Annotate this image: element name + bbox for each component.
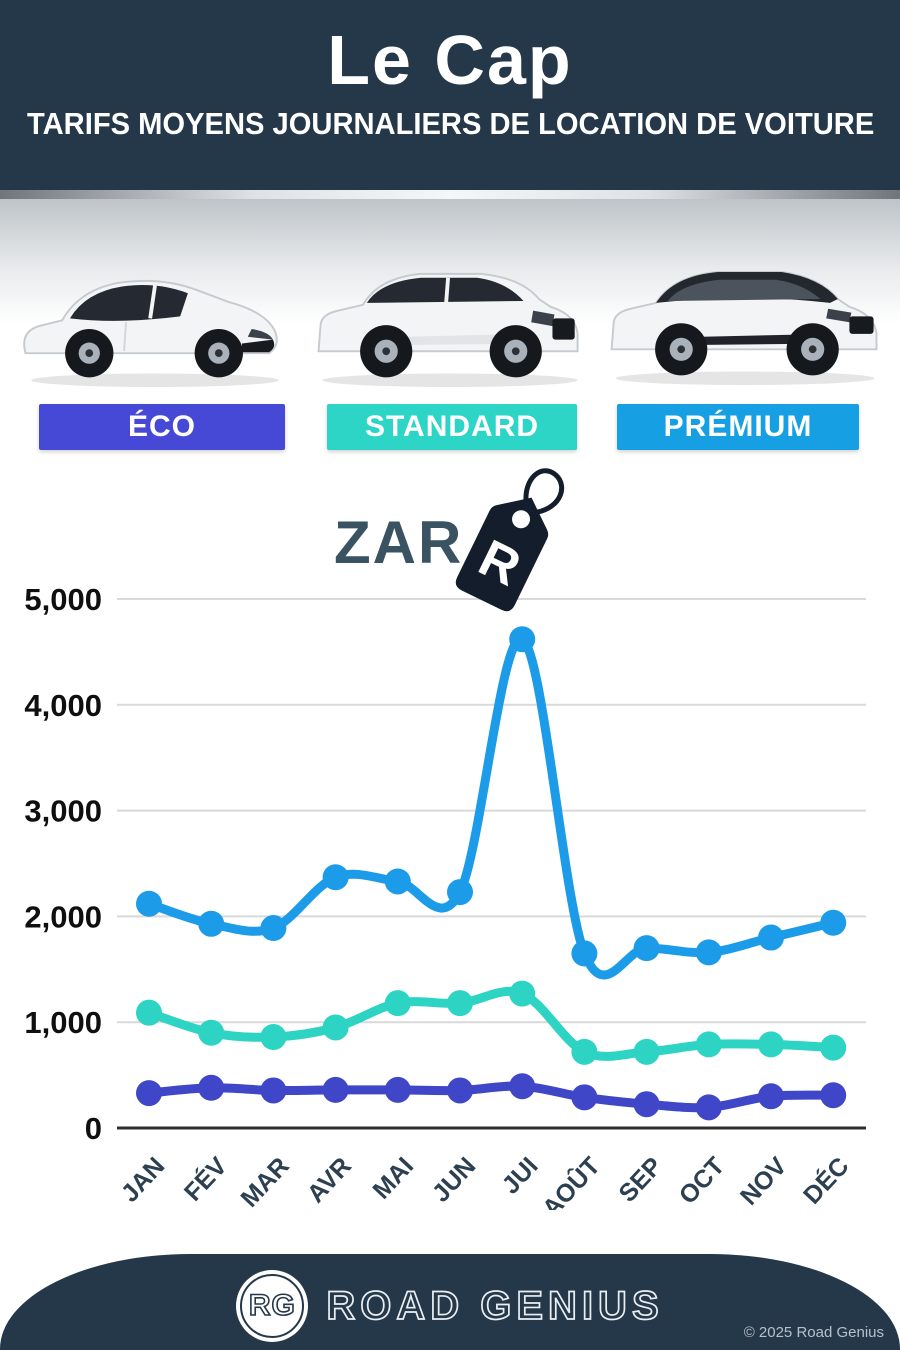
data-point (633, 935, 660, 962)
y-tick-label: 1,000 (24, 1005, 102, 1040)
data-point (571, 1038, 598, 1065)
series-line-prémium (144, 634, 838, 980)
x-tick-label: DÉC (797, 1151, 854, 1209)
data-point (633, 1038, 660, 1065)
data-point (695, 939, 722, 966)
x-tick-label: AVR (302, 1152, 357, 1208)
data-point (509, 1073, 536, 1100)
data-point (820, 909, 847, 936)
data-point (509, 980, 536, 1007)
category-labels-row: ÉCO STANDARD PRÉMIUM (0, 404, 900, 450)
suv-car-icon (317, 272, 579, 387)
data-point (198, 1074, 225, 1101)
data-point (322, 1014, 349, 1041)
x-tick-label: JUN (427, 1152, 482, 1208)
luxury-suv-car-icon (610, 271, 878, 386)
car-images-row (0, 232, 900, 400)
x-tick-label: OCT (674, 1152, 730, 1210)
data-point (260, 1024, 287, 1051)
x-tick-label: JUI (497, 1152, 544, 1200)
x-tick-label: FÉV (178, 1151, 233, 1207)
data-point (136, 1080, 162, 1107)
x-tick-label: NOV (735, 1152, 793, 1210)
x-tick-label: JAN (116, 1152, 171, 1208)
metal-divider (0, 190, 900, 199)
brand-name: ROAD GENIUS (326, 1283, 664, 1329)
page-subtitle: TARIFS MOYENS JOURNALIERS DE LOCATION DE… (27, 106, 875, 141)
data-point (136, 890, 162, 917)
data-point (509, 626, 536, 653)
category-label-standard: STANDARD (327, 404, 577, 450)
y-tick-label: 3,000 (24, 794, 102, 829)
y-tick-label: 0 (85, 1111, 102, 1146)
series-line-éco (144, 1081, 838, 1113)
data-point (447, 990, 473, 1017)
series-line-standard (144, 986, 838, 1061)
data-point (384, 990, 411, 1017)
data-point (198, 1019, 225, 1046)
y-tick-label: 4,000 (24, 688, 102, 723)
premium-car-image (600, 232, 890, 397)
header: Le Cap TARIFS MOYENS JOURNALIERS DE LOCA… (0, 0, 900, 190)
category-label-premium: PRÉMIUM (617, 404, 859, 450)
y-tick-label: 2,000 (24, 899, 102, 934)
rg-badge: RG (236, 1270, 309, 1342)
data-point (758, 1083, 784, 1110)
hatchback-car-icon (23, 279, 279, 387)
category-label-eco: ÉCO (39, 404, 285, 450)
data-point (820, 1082, 847, 1109)
data-point (571, 940, 598, 967)
data-point (695, 1094, 722, 1121)
x-tick-label: AOÛT (536, 1151, 606, 1210)
data-point (571, 1084, 598, 1111)
x-tick-label: MAR (235, 1152, 294, 1210)
data-point (260, 1077, 287, 1104)
data-point (136, 999, 162, 1026)
page-title: Le Cap (327, 21, 573, 99)
data-point (758, 924, 784, 951)
data-point (384, 1076, 411, 1103)
data-point (322, 1076, 349, 1103)
data-point (260, 915, 287, 942)
data-point (447, 879, 473, 906)
data-point (198, 910, 225, 937)
price-tag-icon: R (455, 468, 564, 612)
data-point (322, 864, 349, 891)
rg-badge-ring (240, 1274, 305, 1338)
eco-car-image (10, 232, 300, 397)
currency-label: ZAR (334, 509, 464, 576)
data-point (384, 868, 411, 895)
data-point (633, 1091, 660, 1118)
x-tick-label: MAI (367, 1152, 419, 1205)
data-point (447, 1077, 473, 1104)
data-point (758, 1031, 784, 1058)
y-tick-label: 5,000 (24, 582, 102, 617)
footer: RG ROAD GENIUS © 2025 Road Genius (0, 1254, 900, 1350)
data-point (695, 1031, 722, 1058)
x-tick-label: SEP (613, 1152, 668, 1208)
data-point (820, 1034, 847, 1061)
rates-line-chart: 0 1,000 2,000 3,000 4,000 5,000 JAN FÉV MAR AVR MA… (24, 582, 866, 1210)
standard-car-image (305, 232, 595, 397)
copyright-text: © 2025 Road Genius (743, 1324, 884, 1341)
